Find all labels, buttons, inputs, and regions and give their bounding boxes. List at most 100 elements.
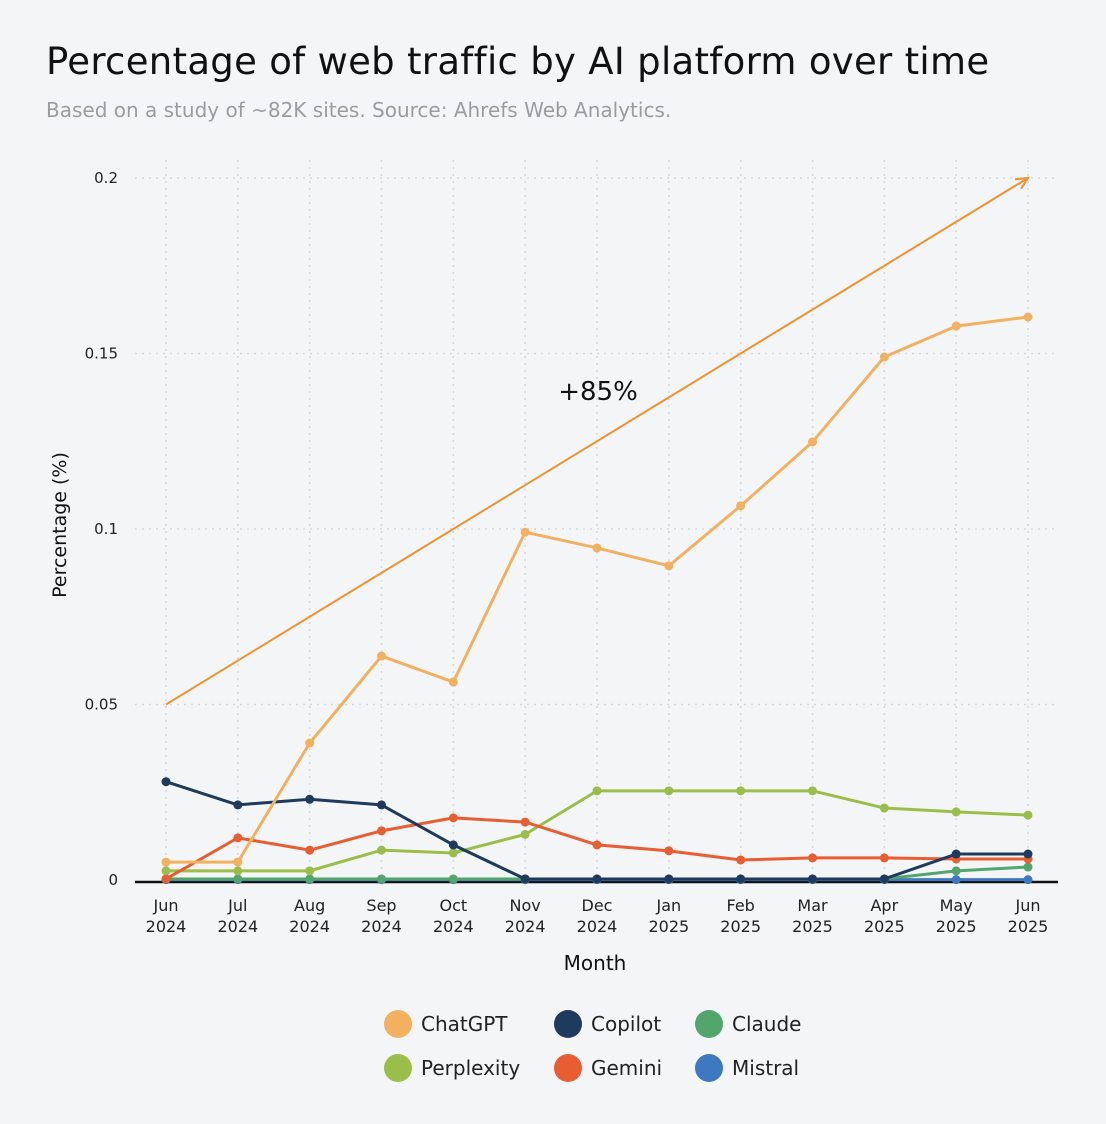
y-axis-label: Percentage (%) (49, 452, 71, 598)
x-tick-label-month: Nov (510, 896, 541, 915)
data-point-copilot (736, 874, 746, 884)
data-point-chatgpt (664, 561, 674, 571)
x-tick-label-month: Dec (582, 896, 613, 915)
legend: ChatGPT Copilot Claude Perplexity Gemini Mist… (384, 1010, 825, 1082)
data-point-gemini (377, 826, 386, 836)
x-tick-label-year: 2024 (289, 917, 330, 936)
legend-item-chatgpt: ChatGPT (384, 1010, 554, 1038)
data-point-gemini (233, 833, 243, 843)
data-point-gemini (520, 817, 530, 827)
data-point-perplexity (808, 786, 817, 796)
data-point-claude (1023, 862, 1033, 872)
data-point-gemini (664, 846, 674, 856)
data-point-copilot (233, 800, 243, 810)
data-point-perplexity (233, 866, 243, 876)
x-tick-label-month: Feb (727, 896, 755, 915)
data-point-perplexity (592, 786, 602, 796)
x-tick-label-year: 2024 (505, 917, 546, 936)
legend-label: Perplexity (421, 1056, 521, 1080)
legend-item-mistral: Mistral (695, 1054, 825, 1082)
legend-label: Copilot (591, 1012, 662, 1036)
data-point-perplexity (161, 866, 171, 876)
x-tick-label-year: 2024 (361, 917, 402, 936)
data-point-chatgpt (1023, 312, 1033, 322)
data-point-copilot (305, 794, 315, 804)
data-point-mistral (951, 875, 961, 885)
data-point-copilot (592, 874, 602, 884)
legend-label: Mistral (732, 1056, 800, 1080)
legend-label: Claude (732, 1012, 802, 1036)
y-tick-label: 0 (108, 871, 118, 889)
data-point-copilot (1023, 849, 1033, 859)
data-point-chatgpt (736, 501, 746, 511)
trend-arrow (165, 177, 1029, 706)
x-axis-label: Month (564, 951, 627, 975)
x-tick-label-year: 2024 (577, 917, 618, 936)
data-point-claude (305, 874, 315, 884)
legend-item-claude: Claude (695, 1010, 825, 1038)
x-tick-label-month: Apr (870, 896, 898, 915)
arrow-head-icon (1014, 176, 1030, 190)
x-tick-label-month: Jun (153, 896, 179, 915)
y-tick-label: 0.1 (94, 520, 118, 538)
legend-swatch-icon (384, 1054, 412, 1082)
legend-item-copilot: Copilot (554, 1010, 695, 1038)
x-tick-label-year: 2025 (864, 917, 905, 936)
data-point-chatgpt (879, 352, 889, 362)
y-tick-label: 0.05 (85, 696, 118, 714)
x-tick-label-year: 2025 (792, 917, 833, 936)
data-point-perplexity (951, 807, 961, 817)
x-tick-label-month: Mar (797, 896, 828, 915)
data-point-perplexity (1023, 810, 1033, 820)
data-point-gemini (736, 855, 746, 865)
data-point-copilot (448, 840, 458, 850)
x-tick-label-month: Jan (655, 896, 681, 915)
legend-label: ChatGPT (421, 1012, 508, 1036)
data-point-perplexity (520, 829, 530, 839)
x-tick-label-year: 2025 (1008, 917, 1049, 936)
x-tick-label-month: Oct (439, 896, 467, 915)
series-line-copilot (165, 780, 1028, 881)
chart-title: Percentage of web traffic by AI platform… (46, 40, 990, 83)
data-point-copilot (879, 874, 889, 884)
data-point-copilot (520, 874, 530, 884)
data-point-gemini (808, 853, 817, 863)
x-tick-label-month: Aug (294, 896, 325, 915)
data-point-chatgpt (448, 677, 458, 687)
data-point-copilot (377, 800, 386, 810)
x-tick-label-month: Sep (366, 896, 396, 915)
data-point-claude (377, 874, 386, 884)
annotation-label: +85% (558, 377, 638, 407)
data-point-perplexity (879, 803, 889, 813)
data-point-copilot (951, 849, 961, 859)
data-point-perplexity (448, 848, 458, 858)
x-tick-label-month: Jun (1015, 896, 1041, 915)
data-point-mistral (1023, 875, 1033, 885)
data-point-perplexity (664, 786, 674, 796)
legend-swatch-icon (554, 1010, 582, 1038)
data-point-chatgpt (377, 651, 386, 661)
data-point-chatgpt (520, 527, 530, 537)
data-point-chatgpt (592, 543, 602, 553)
data-point-gemini (448, 813, 458, 823)
data-point-copilot (808, 874, 817, 884)
legend-swatch-icon (695, 1010, 723, 1038)
data-point-claude (448, 874, 458, 884)
chart-subtitle: Based on a study of ~82K sites. Source: … (46, 98, 672, 122)
data-point-perplexity (736, 786, 746, 796)
data-point-copilot (161, 777, 171, 787)
data-point-claude (233, 874, 243, 884)
data-point-perplexity (305, 866, 315, 876)
x-tick-label-year: 2025 (936, 917, 977, 936)
x-tick-label-month: Jul (227, 896, 247, 915)
data-point-gemini (879, 853, 889, 863)
data-point-chatgpt (808, 437, 817, 447)
data-point-chatgpt (305, 738, 315, 748)
data-point-perplexity (377, 845, 386, 855)
x-tick-label-year: 2025 (648, 917, 689, 936)
data-point-gemini (305, 845, 315, 855)
data-point-claude (951, 866, 961, 876)
y-tick-label: 0.2 (94, 169, 118, 187)
data-point-chatgpt (233, 857, 243, 867)
